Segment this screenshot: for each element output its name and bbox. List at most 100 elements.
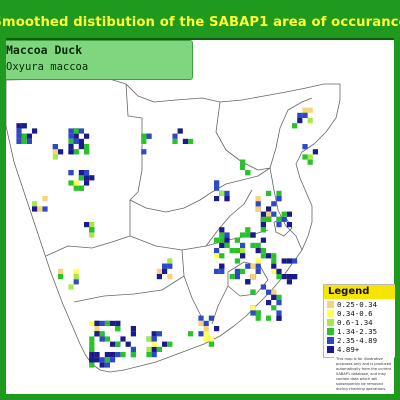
distribution-cell: [224, 242, 230, 248]
distribution-cell: [203, 336, 209, 342]
distribution-cell: [260, 211, 266, 217]
distribution-cell: [42, 206, 48, 212]
distribution-cell: [255, 242, 261, 248]
distribution-cell: [68, 180, 74, 186]
distribution-cell: [89, 336, 95, 342]
distribution-cell: [115, 320, 121, 326]
distribution-cell: [84, 133, 90, 139]
distribution-cell: [167, 258, 173, 264]
distribution-cell: [84, 222, 90, 228]
distribution-cell: [307, 154, 313, 160]
distribution-cell: [141, 149, 147, 155]
distribution-cell: [250, 289, 256, 295]
distribution-cell: [68, 284, 74, 290]
distribution-cell: [16, 138, 22, 144]
distribution-cell: [198, 315, 204, 321]
distribution-cell: [208, 341, 214, 347]
border-south-africa-north: [129, 167, 271, 213]
legend-item: 4.89+: [327, 345, 395, 354]
distribution-cell: [297, 112, 303, 118]
distribution-cell: [73, 133, 79, 139]
distribution-cell: [219, 253, 225, 259]
distribution-cell: [302, 154, 308, 160]
distribution-cell: [271, 258, 277, 264]
distribution-cell: [234, 237, 240, 243]
distribution-cell: [16, 133, 22, 139]
distribution-cell: [146, 336, 152, 342]
distribution-cell: [245, 170, 251, 176]
distribution-cell: [224, 196, 230, 202]
distribution-cell: [302, 112, 308, 118]
distribution-cell: [110, 352, 116, 358]
distribution-cell: [151, 336, 157, 342]
distribution-cell: [292, 123, 298, 129]
distribution-cell: [302, 144, 308, 150]
distribution-cell: [276, 216, 282, 222]
province-line-4: [205, 189, 253, 247]
distribution-cell: [42, 196, 48, 202]
legend-title: Legend: [324, 285, 395, 299]
distribution-cell: [245, 232, 251, 238]
distribution-cell: [219, 268, 225, 274]
distribution-cell: [78, 138, 84, 144]
distribution-cell: [141, 133, 147, 139]
distribution-cell: [260, 216, 266, 222]
distribution-cell: [198, 331, 204, 337]
distribution-cell: [115, 341, 121, 347]
distribution-cell: [229, 274, 235, 280]
distribution-cell: [276, 310, 282, 316]
distribution-cell: [214, 180, 220, 186]
distribution-cell: [266, 190, 272, 196]
distribution-cell: [89, 227, 95, 233]
distribution-cell: [240, 253, 246, 259]
distribution-cell: [203, 326, 209, 332]
distribution-cell: [130, 331, 136, 337]
legend-label: 2.35-4.89: [337, 336, 378, 345]
distribution-cell: [104, 362, 110, 368]
distribution-cell: [276, 222, 282, 228]
legend-item: 1.34-2.35: [327, 327, 395, 336]
distribution-cell: [68, 138, 74, 144]
distribution-cell: [58, 149, 64, 155]
distribution-cell: [250, 242, 256, 248]
distribution-cell: [16, 128, 22, 134]
distribution-cell: [214, 185, 220, 191]
distribution-cell: [110, 357, 116, 363]
distribution-cell: [260, 227, 266, 233]
distribution-cell: [37, 206, 43, 212]
distribution-cell: [250, 305, 256, 311]
distribution-cell: [68, 170, 74, 176]
distribution-cell: [104, 357, 110, 363]
distribution-cell: [104, 320, 110, 326]
distribution-cell: [276, 300, 282, 306]
distribution-cell: [255, 201, 261, 207]
distribution-cell: [281, 216, 287, 222]
distribution-cell: [219, 242, 225, 248]
distribution-cell: [271, 289, 277, 295]
distribution-cell: [266, 289, 272, 295]
distribution-cell: [307, 107, 313, 113]
distribution-cell: [84, 149, 90, 155]
distribution-cell: [94, 352, 100, 358]
distribution-cell: [26, 133, 32, 139]
distribution-cell: [198, 320, 204, 326]
distribution-cell: [177, 128, 183, 134]
distribution-cell: [78, 144, 84, 150]
distribution-cell: [94, 326, 100, 332]
distribution-cell: [276, 268, 282, 274]
distribution-cell: [250, 232, 256, 238]
distribution-cell: [302, 107, 308, 113]
distribution-cell: [260, 284, 266, 290]
distribution-cell: [271, 253, 277, 259]
distribution-cell: [266, 315, 272, 321]
distribution-cell: [286, 222, 292, 228]
distribution-cell: [286, 258, 292, 264]
legend-item: 2.35-4.89: [327, 336, 395, 345]
distribution-cell: [240, 268, 246, 274]
distribution-cell: [89, 232, 95, 238]
distribution-cell: [260, 248, 266, 254]
distribution-cell: [214, 326, 220, 332]
distribution-cell: [52, 154, 58, 160]
distribution-cell: [234, 274, 240, 280]
distribution-cell: [286, 279, 292, 285]
